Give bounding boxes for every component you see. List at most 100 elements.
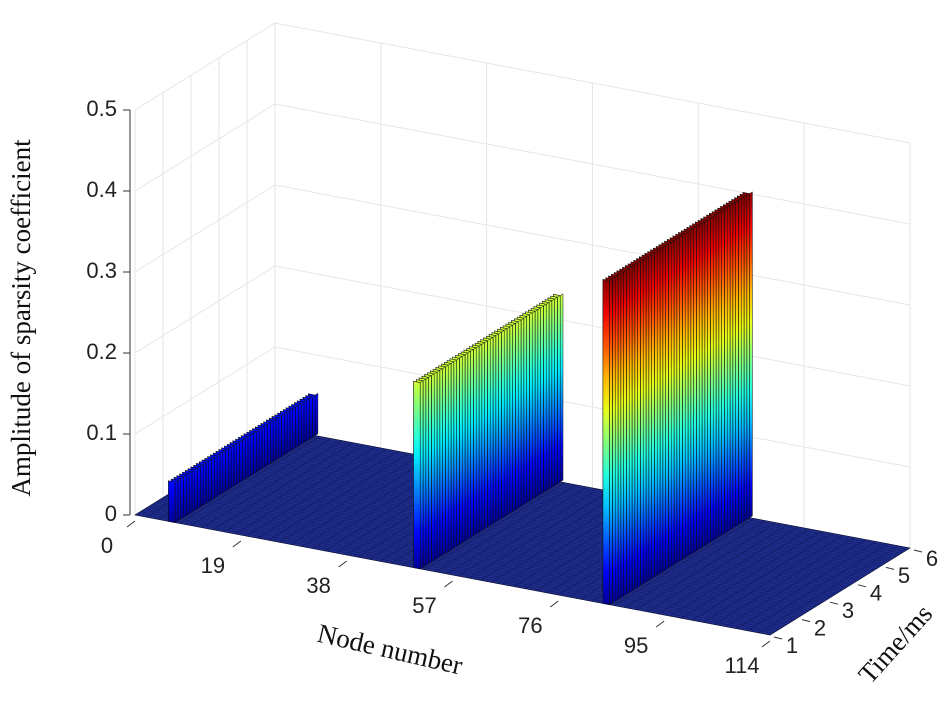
bar-side [631, 264, 636, 592]
floor-mesh [255, 439, 891, 561]
bar-side [216, 453, 221, 497]
bar-side [250, 432, 254, 477]
floor-mesh [196, 476, 832, 597]
floor-mesh [213, 466, 849, 587]
bar-side [180, 476, 184, 520]
bar-side [230, 445, 235, 489]
bar-side [651, 252, 655, 580]
floor-mesh [165, 495, 801, 617]
bar-side [503, 328, 508, 518]
bar-side [200, 464, 204, 508]
bar [602, 279, 610, 606]
floor-mesh [168, 493, 804, 615]
bar-side [239, 439, 243, 484]
floor-mesh [252, 441, 888, 563]
bar-side [520, 317, 525, 507]
bar-side [242, 438, 246, 482]
bar-side [183, 474, 187, 518]
bar-side [278, 415, 282, 459]
bar-side [208, 459, 212, 503]
floor-mesh [174, 490, 810, 611]
floor-mesh [176, 488, 813, 610]
bar-side [270, 420, 274, 464]
bar-side [637, 261, 641, 588]
z-tick-label: 0.3 [86, 258, 117, 283]
floor-mesh [188, 481, 824, 603]
bar-side [673, 238, 678, 566]
bar-side [537, 307, 541, 497]
bar-side [710, 215, 714, 543]
bar-side [648, 254, 652, 581]
tick-mark [655, 620, 665, 628]
bar-side [456, 357, 460, 547]
bar-side [554, 296, 558, 486]
bar-side [174, 479, 179, 524]
x-tick-label: 0 [101, 533, 113, 558]
bar-side [256, 429, 260, 473]
y-tick-label: 5 [898, 563, 910, 588]
floor-mesh [260, 436, 897, 557]
bar-side [461, 354, 466, 544]
bar-side [306, 398, 310, 442]
bar-side [281, 413, 285, 457]
bar-side [704, 219, 708, 546]
floor-mesh [134, 514, 771, 636]
y-axis-title: Time/ms [852, 599, 938, 690]
x-tick-label: 95 [624, 633, 648, 658]
tick-mark [829, 601, 839, 605]
bar-side [559, 293, 564, 483]
bar-side [612, 276, 616, 604]
bar-side [433, 371, 438, 561]
bar-side [422, 378, 427, 568]
x-axis-title: Node number [315, 618, 466, 680]
bar-side [478, 343, 483, 533]
bar [413, 380, 421, 570]
floor-mesh [272, 429, 908, 550]
bar-side [726, 205, 731, 533]
floor-mesh [146, 507, 782, 629]
bar-side [517, 319, 522, 509]
bar-side [529, 312, 533, 502]
bar-side [489, 336, 494, 526]
y-tick-label: 1 [786, 633, 798, 658]
floor-mesh [204, 471, 841, 592]
bar-side [659, 247, 664, 574]
bar-side [464, 352, 469, 542]
bar-side [467, 350, 471, 540]
bar-side [724, 207, 728, 534]
bar-side [634, 262, 638, 590]
floor-mesh [160, 499, 796, 620]
bar-side [459, 356, 463, 545]
y-tick-label: 3 [842, 598, 854, 623]
bar-side [284, 412, 288, 456]
bar-side [258, 427, 263, 471]
bar-side [473, 347, 477, 537]
bar-side [492, 335, 497, 525]
bars [168, 191, 753, 606]
bar-side [295, 405, 299, 449]
bar-side [506, 326, 511, 516]
floor-mesh [258, 438, 894, 559]
tick-mark [857, 584, 867, 588]
bar-side [729, 203, 734, 531]
bar-side [214, 455, 218, 499]
tick-mark [761, 640, 771, 648]
bar-side [690, 228, 694, 555]
floor-mesh [190, 480, 827, 601]
bar-side [244, 436, 249, 480]
bar-side [211, 457, 215, 501]
bar-side [439, 368, 443, 558]
bar-side [512, 322, 516, 512]
floor-mesh [162, 497, 799, 618]
floor-mesh [232, 453, 869, 575]
bar-side [188, 471, 193, 515]
floor-mesh [154, 502, 790, 624]
bar-side [272, 418, 277, 463]
bar-side [551, 298, 555, 488]
bar-side [194, 467, 198, 511]
bar-side [264, 424, 268, 468]
floor-mesh [246, 445, 883, 566]
bar-side [684, 231, 689, 559]
bar-side [292, 406, 296, 450]
